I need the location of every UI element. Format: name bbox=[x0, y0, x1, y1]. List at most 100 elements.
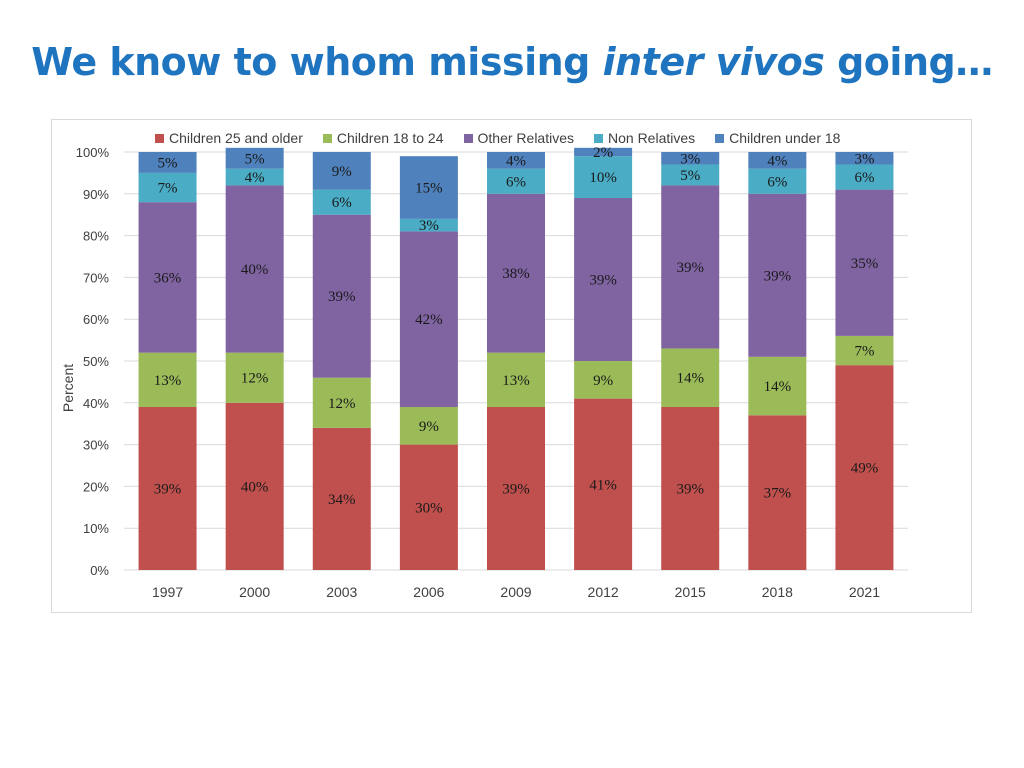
x-tick-label: 1997 bbox=[152, 584, 183, 600]
bar-segment bbox=[835, 152, 894, 165]
y-tick-label: 90% bbox=[83, 187, 109, 202]
x-tick-label: 2009 bbox=[500, 584, 531, 600]
data-label: 14% bbox=[764, 379, 792, 395]
legend-item: Non Relatives bbox=[594, 130, 695, 146]
y-tick-label: 60% bbox=[83, 312, 109, 327]
bar-segment bbox=[661, 406, 720, 570]
bar-segment bbox=[574, 156, 633, 198]
data-label: 13% bbox=[502, 373, 530, 389]
bar-segment bbox=[312, 214, 371, 378]
data-label: 4% bbox=[506, 153, 526, 169]
legend-swatch bbox=[322, 133, 332, 143]
data-label: 39% bbox=[328, 289, 356, 305]
x-tick-label: 2003 bbox=[326, 584, 357, 600]
data-label: 39% bbox=[764, 268, 792, 284]
y-tick-label: 10% bbox=[83, 521, 109, 536]
data-label: 6% bbox=[506, 174, 526, 190]
data-label: 10% bbox=[589, 170, 617, 186]
data-label: 36% bbox=[154, 270, 182, 286]
data-label: 37% bbox=[764, 486, 792, 502]
bar-segment bbox=[487, 352, 545, 407]
legend-item: Children 25 and older bbox=[155, 130, 303, 146]
data-label: 12% bbox=[241, 371, 269, 387]
data-label: 39% bbox=[589, 272, 617, 288]
data-label: 40% bbox=[241, 262, 269, 278]
data-label: 6% bbox=[854, 170, 874, 186]
data-label: 6% bbox=[332, 195, 352, 211]
bar-segment bbox=[225, 402, 284, 570]
title-part-2: going… bbox=[824, 40, 993, 84]
x-tick-label: 2015 bbox=[675, 584, 706, 600]
bar-segment bbox=[487, 193, 545, 353]
legend-swatch bbox=[463, 133, 473, 143]
legend-swatch bbox=[155, 133, 164, 143]
title-part-1: We know to whom missing bbox=[31, 40, 603, 84]
bar-segment bbox=[138, 406, 197, 570]
bar-segment bbox=[312, 427, 371, 570]
bar-segment bbox=[574, 147, 633, 157]
y-tick-label: 100% bbox=[76, 145, 110, 160]
data-label: 49% bbox=[851, 461, 879, 477]
y-tick-label: 20% bbox=[83, 479, 109, 494]
data-label: 3% bbox=[419, 218, 439, 234]
data-label: 9% bbox=[593, 373, 613, 389]
bar-segment bbox=[748, 152, 807, 169]
bar-segment bbox=[748, 415, 807, 570]
bar-segment bbox=[835, 365, 894, 570]
bar-segment bbox=[138, 352, 197, 407]
x-tick-label: 2021 bbox=[849, 584, 880, 600]
legend-label: Children 25 and older bbox=[169, 130, 303, 146]
legend-label: Other Relatives bbox=[477, 130, 574, 146]
data-label: 5% bbox=[680, 168, 700, 184]
y-tick-label: 40% bbox=[83, 396, 109, 411]
bar-segment bbox=[138, 202, 197, 353]
data-label: 2% bbox=[593, 145, 613, 161]
data-label: 12% bbox=[328, 396, 356, 412]
data-label: 39% bbox=[154, 481, 182, 497]
title-emphasis: inter vivos bbox=[602, 40, 825, 84]
data-label: 5% bbox=[245, 151, 265, 167]
data-label: 34% bbox=[328, 492, 356, 508]
bar-segment bbox=[225, 168, 284, 186]
data-label: 42% bbox=[415, 312, 443, 328]
data-label: 7% bbox=[158, 181, 178, 197]
data-label: 4% bbox=[245, 170, 265, 186]
bar-segment bbox=[835, 164, 894, 190]
data-label: 38% bbox=[502, 266, 530, 282]
bar-segment bbox=[399, 156, 458, 219]
data-label: 4% bbox=[767, 153, 787, 169]
bar-segment bbox=[487, 406, 545, 570]
bar-segment bbox=[661, 152, 720, 165]
data-label: 6% bbox=[767, 174, 787, 190]
bar-segment bbox=[312, 152, 371, 190]
bar-segment bbox=[748, 168, 807, 194]
y-tick-label: 30% bbox=[83, 438, 109, 453]
legend-item: Children under 18 bbox=[715, 130, 840, 146]
bar-segment bbox=[399, 218, 458, 232]
legend-label: Non Relatives bbox=[608, 130, 696, 146]
bar-segment bbox=[574, 197, 633, 361]
bar-segment bbox=[225, 352, 284, 403]
data-label: 13% bbox=[154, 373, 182, 389]
bar-segment bbox=[312, 189, 371, 215]
chart-legend: Children 25 and older Children 18 to 24 … bbox=[155, 130, 840, 146]
data-label: 15% bbox=[415, 181, 443, 197]
data-label: 35% bbox=[851, 256, 879, 272]
x-tick-label: 2018 bbox=[762, 584, 793, 600]
data-label: 7% bbox=[854, 344, 874, 360]
bar-segment bbox=[399, 444, 458, 570]
bar-segment bbox=[748, 356, 807, 416]
data-label: 39% bbox=[676, 260, 704, 276]
bar-segment bbox=[138, 172, 197, 203]
data-label: 30% bbox=[415, 500, 443, 516]
data-label: 3% bbox=[854, 151, 874, 167]
y-tick-label: 80% bbox=[83, 229, 109, 244]
bar-segment bbox=[835, 189, 894, 336]
bar-segment bbox=[225, 185, 284, 353]
data-label: 3% bbox=[680, 151, 700, 167]
data-label: 14% bbox=[676, 371, 704, 387]
data-label: 40% bbox=[241, 479, 269, 495]
bar-segment bbox=[574, 398, 633, 570]
bar-segment bbox=[835, 335, 894, 366]
